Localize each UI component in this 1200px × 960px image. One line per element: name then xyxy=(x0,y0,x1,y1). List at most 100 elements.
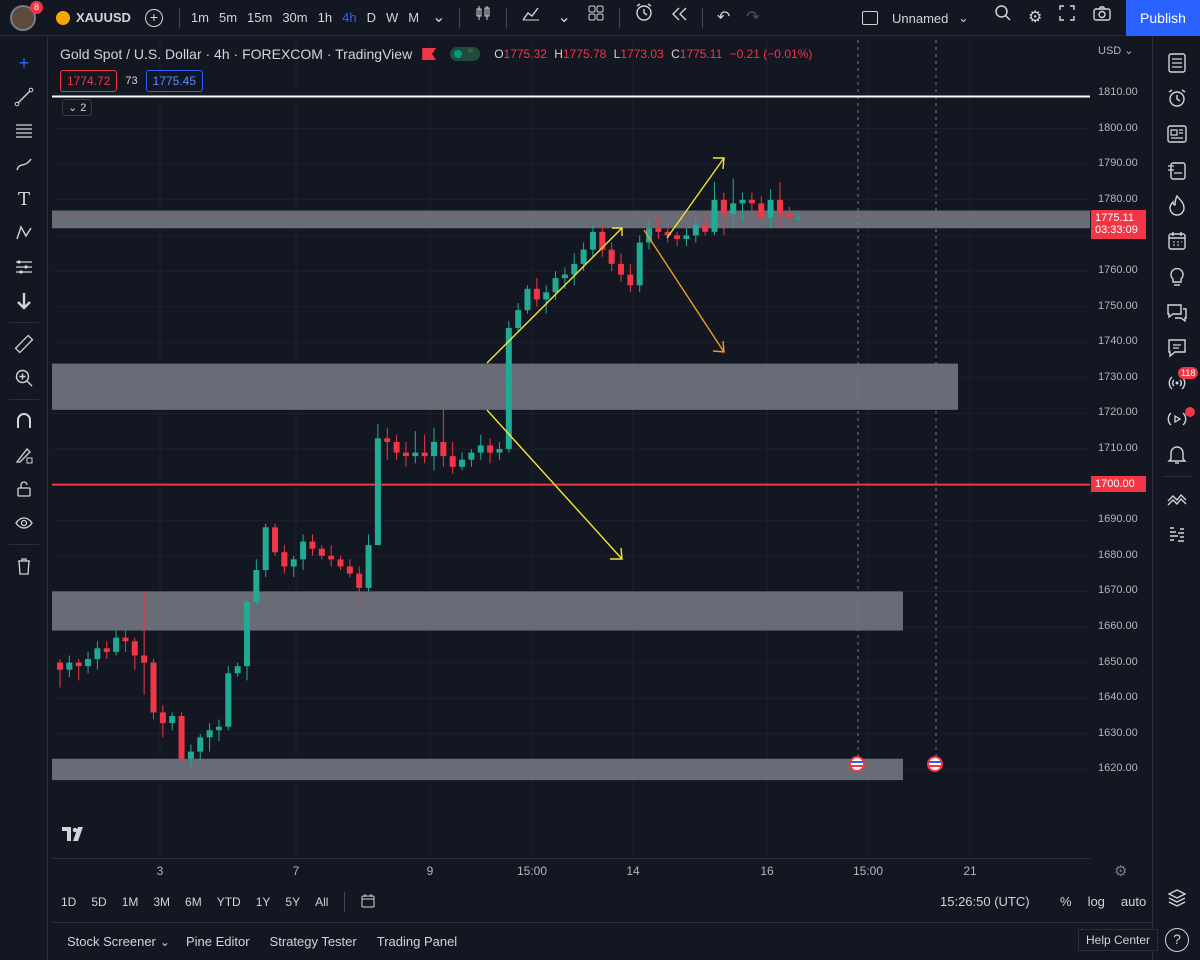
news-icon[interactable] xyxy=(1153,116,1200,152)
notifications-bell-icon[interactable] xyxy=(1153,437,1200,473)
add-symbol-icon[interactable]: + xyxy=(144,8,163,27)
layers-icon[interactable] xyxy=(1153,880,1200,916)
tradingview-logo[interactable] xyxy=(62,823,88,848)
range-6m[interactable]: 6M xyxy=(185,895,202,909)
interval-4h[interactable]: 4h xyxy=(342,9,357,25)
range-1d[interactable]: 1D xyxy=(61,895,77,909)
candle-body xyxy=(66,662,73,670)
tab-strategy-tester[interactable]: Strategy Tester xyxy=(269,934,357,949)
watchlist-icon[interactable] xyxy=(1153,45,1200,81)
range-5y[interactable]: 5Y xyxy=(285,895,301,909)
range-5d[interactable]: 5D xyxy=(91,895,107,909)
chevron-down-icon[interactable]: ⌄ xyxy=(557,8,571,26)
trash-icon[interactable] xyxy=(0,549,48,583)
fib-icon[interactable] xyxy=(0,114,48,148)
candle-body xyxy=(103,648,110,652)
candle-body xyxy=(683,235,690,239)
trading-icon[interactable] xyxy=(1153,481,1200,517)
utc-clock[interactable]: 15:26:50 (UTC) xyxy=(940,894,1030,909)
sell-button[interactable]: 1774.72 xyxy=(60,70,118,92)
layout-grid-icon[interactable] xyxy=(579,0,613,36)
fullscreen-icon[interactable] xyxy=(1050,0,1084,36)
currency-selector[interactable]: USD ⌄ xyxy=(1098,45,1134,57)
eye-icon[interactable] xyxy=(0,506,48,540)
auto-scale-button[interactable]: auto xyxy=(1120,894,1147,909)
indicators-icon[interactable] xyxy=(513,0,549,36)
tab-trading-panel[interactable]: Trading Panel xyxy=(376,934,458,949)
arrow-up-top xyxy=(666,157,725,239)
tab-stock-screener[interactable]: Stock Screener xyxy=(67,934,156,949)
pattern-icon[interactable] xyxy=(0,216,48,250)
range-all[interactable]: All xyxy=(315,895,329,909)
layout-name: Unnamed xyxy=(892,10,949,26)
interval-w[interactable]: W xyxy=(385,9,399,25)
range-ytd[interactable]: YTD xyxy=(216,895,241,909)
magnet-icon[interactable] xyxy=(0,404,48,438)
flag-icon[interactable] xyxy=(422,48,437,60)
data-window-icon[interactable] xyxy=(1153,152,1200,188)
chevron-down-icon[interactable]: ⌄ xyxy=(432,8,446,26)
candle-body xyxy=(674,235,681,239)
candle-body xyxy=(272,527,279,553)
undo-icon[interactable]: ↶ xyxy=(716,8,731,26)
interval-1m[interactable]: 1m xyxy=(190,9,209,25)
interval-15m[interactable]: 15m xyxy=(247,9,273,25)
zoom-in-icon[interactable] xyxy=(0,361,48,395)
market-status-icon[interactable] xyxy=(450,45,481,61)
interval-d[interactable]: D xyxy=(366,9,376,25)
alarm-clock-icon[interactable] xyxy=(1153,81,1200,117)
text-icon[interactable]: T xyxy=(17,188,30,210)
live-dot xyxy=(1185,406,1195,417)
user-avatar[interactable]: 8 xyxy=(10,0,43,31)
trendline-icon[interactable] xyxy=(0,80,48,114)
interval-5m[interactable]: 5m xyxy=(218,9,238,25)
help-question-icon[interactable]: ? xyxy=(1165,928,1189,952)
buy-button[interactable]: 1775.45 xyxy=(145,70,204,92)
publish-button[interactable]: Publish xyxy=(1126,0,1200,36)
ideas-lightbulb-icon[interactable] xyxy=(1153,259,1200,295)
zone-rect xyxy=(52,210,1090,229)
crosshair-icon[interactable]: + xyxy=(18,52,30,73)
candle-body xyxy=(150,662,157,713)
dom-icon[interactable] xyxy=(1153,517,1200,553)
lock-pen-icon[interactable] xyxy=(0,438,48,472)
calendar-icon[interactable] xyxy=(1153,223,1200,259)
prediction-icon[interactable] xyxy=(0,250,48,284)
search-icon[interactable] xyxy=(986,0,1020,36)
hotlist-icon[interactable] xyxy=(1153,187,1200,223)
candles-icon[interactable] xyxy=(466,0,500,36)
alert-clock-icon[interactable] xyxy=(626,0,662,36)
interval-30m[interactable]: 30m xyxy=(282,9,308,25)
range-1y[interactable]: 1Y xyxy=(255,895,271,909)
camera-icon[interactable] xyxy=(1084,0,1120,36)
interval-1h[interactable]: 1h xyxy=(317,9,333,25)
chats-icon[interactable] xyxy=(1153,330,1200,366)
candle-body xyxy=(365,545,372,588)
interval-m[interactable]: M xyxy=(408,9,420,25)
signals-icon[interactable]: 118 xyxy=(1153,365,1200,401)
ruler-icon[interactable] xyxy=(0,327,48,361)
goto-date-icon[interactable] xyxy=(351,893,382,912)
range-1m[interactable]: 1M xyxy=(121,895,139,909)
chart-title[interactable]: Gold Spot / U.S. Dollar · 4h · FOREXCOM … xyxy=(60,46,413,62)
lock-icon[interactable] xyxy=(0,472,48,506)
arrow-down-icon[interactable] xyxy=(0,284,48,318)
play-circle-icon[interactable] xyxy=(1153,401,1200,437)
time-axis[interactable]: 3 7 9 15:00 14 16 15:00 21 xyxy=(52,858,1090,882)
axis-settings-icon[interactable]: ⚙ xyxy=(1114,863,1128,880)
gear-icon[interactable]: ⚙ xyxy=(1028,9,1043,26)
price-chart[interactable] xyxy=(52,40,1090,857)
indicators-collapse-button[interactable]: ⌄ 2 xyxy=(62,99,93,116)
replay-icon[interactable] xyxy=(662,0,696,36)
range-3m[interactable]: 3M xyxy=(153,895,171,909)
layout-selector[interactable]: Unnamed ⌄ xyxy=(862,0,968,36)
log-scale-button[interactable]: log xyxy=(1087,894,1105,909)
symbol-search[interactable]: XAUUSD xyxy=(56,10,131,25)
chevron-down-icon[interactable]: ⌄ xyxy=(159,934,170,949)
redo-icon[interactable]: ↷ xyxy=(746,8,760,26)
streams-chat-icon[interactable] xyxy=(1153,294,1200,330)
percent-scale-button[interactable]: % xyxy=(1060,894,1072,909)
brush-icon[interactable] xyxy=(0,148,48,182)
tab-pine-editor[interactable]: Pine Editor xyxy=(185,934,250,949)
candle-body xyxy=(552,278,559,293)
